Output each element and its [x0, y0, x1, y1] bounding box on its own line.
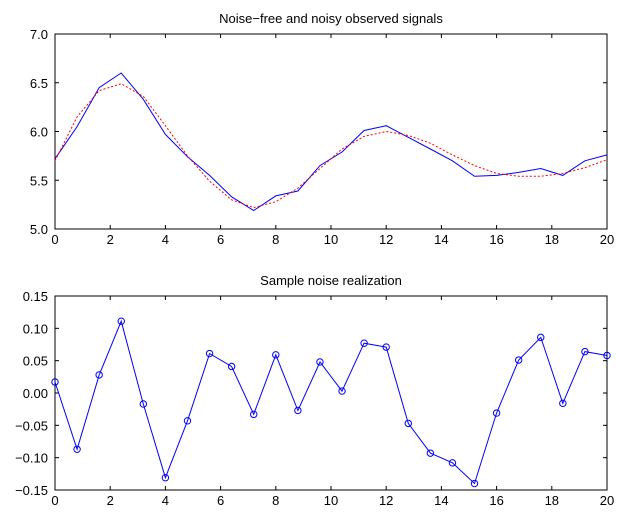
data-point-marker	[272, 351, 280, 359]
y-tick-label: 0.00	[23, 386, 48, 401]
panel-top-signals: Noise−free and noisy observed signals 0 2…	[30, 11, 614, 247]
y-tick-label: −0.10	[15, 451, 48, 466]
x-tick-label: 2	[107, 232, 114, 247]
data-point-marker	[470, 479, 479, 488]
x-tick-label: 10	[324, 232, 338, 247]
panel-top-ticks: 0 2 4 6 8 10 12 14 16 18 20 5.0 5.5 6.0 6.5 7.0	[30, 27, 614, 247]
data-point-marker	[250, 410, 258, 419]
data-point-marker	[426, 449, 435, 457]
x-tick-label: 2	[107, 493, 114, 508]
x-tick-label: 8	[272, 232, 279, 247]
x-tick-label: 18	[545, 493, 559, 508]
x-tick-label: 16	[489, 493, 503, 508]
x-tick-label: 12	[379, 493, 393, 508]
x-tick-label: 6	[217, 232, 224, 247]
data-point-marker	[338, 387, 346, 395]
data-point-marker	[559, 399, 567, 408]
series-line-noise-free-dotted	[54, 83, 608, 209]
y-tick-label: 5.0	[30, 222, 48, 237]
x-tick-label: 0	[51, 232, 58, 247]
y-tick-label: 5.5	[30, 173, 48, 188]
x-tick-label: 14	[434, 493, 448, 508]
x-tick-label: 4	[162, 232, 169, 247]
data-point-marker	[139, 400, 148, 408]
data-point-marker	[514, 356, 523, 364]
data-point-marker	[95, 371, 103, 379]
data-point-marker	[205, 349, 214, 358]
x-tick-label: 16	[489, 232, 503, 247]
y-tick-label: 0.10	[23, 321, 48, 336]
x-tick-label: 20	[600, 232, 614, 247]
data-point-marker	[537, 333, 545, 342]
data-point-marker	[73, 445, 81, 453]
panel-bottom-noise: Sample noise realization 0 2 4 6 8 10 12 14 16 18…	[15, 273, 614, 508]
panel-bottom-series	[51, 317, 611, 488]
y-tick-label: 6.5	[30, 76, 48, 91]
data-point-marker	[382, 343, 390, 351]
y-tick-label: 0.15	[23, 289, 48, 304]
y-tick-label: 7.0	[30, 27, 48, 42]
data-point-marker	[183, 417, 192, 425]
data-point-marker	[404, 419, 412, 428]
data-point-marker	[117, 317, 125, 325]
x-tick-label: 8	[272, 493, 279, 508]
data-point-marker	[581, 347, 589, 356]
panel-top-series	[54, 72, 608, 212]
data-point-marker	[316, 358, 324, 366]
x-tick-label: 20	[600, 493, 614, 508]
panel-bottom-ticks: 0 2 4 6 8 10 12 14 16 18 20 −0.15 −0.10 −0.05 0.00 0.05…	[15, 289, 614, 508]
series-line-observed-solid	[54, 319, 608, 485]
y-tick-label: 6.0	[30, 125, 48, 140]
data-point-marker	[360, 339, 368, 347]
x-tick-label: 12	[379, 232, 393, 247]
x-tick-label: 6	[217, 493, 224, 508]
data-point-marker	[51, 378, 59, 386]
panel-bottom-axes-box	[54, 295, 608, 491]
data-point-marker	[294, 406, 302, 415]
data-point-marker	[227, 362, 236, 371]
y-tick-label: −0.05	[15, 418, 48, 433]
y-tick-label: 0.05	[23, 354, 48, 369]
x-tick-label: 14	[434, 232, 448, 247]
data-point-marker	[161, 474, 170, 482]
x-tick-label: 4	[162, 493, 169, 508]
data-point-marker	[492, 409, 501, 417]
panel-top-axes-box	[54, 33, 608, 230]
y-tick-label: −0.15	[15, 483, 48, 498]
panel-bottom-title: Sample noise realization	[260, 273, 402, 288]
panel-top-title: Noise−free and noisy observed signals	[219, 11, 443, 26]
x-tick-label: 10	[324, 493, 338, 508]
data-point-marker	[603, 351, 611, 360]
data-point-marker	[448, 459, 457, 467]
x-tick-label: 0	[51, 493, 58, 508]
x-tick-label: 18	[545, 232, 559, 247]
